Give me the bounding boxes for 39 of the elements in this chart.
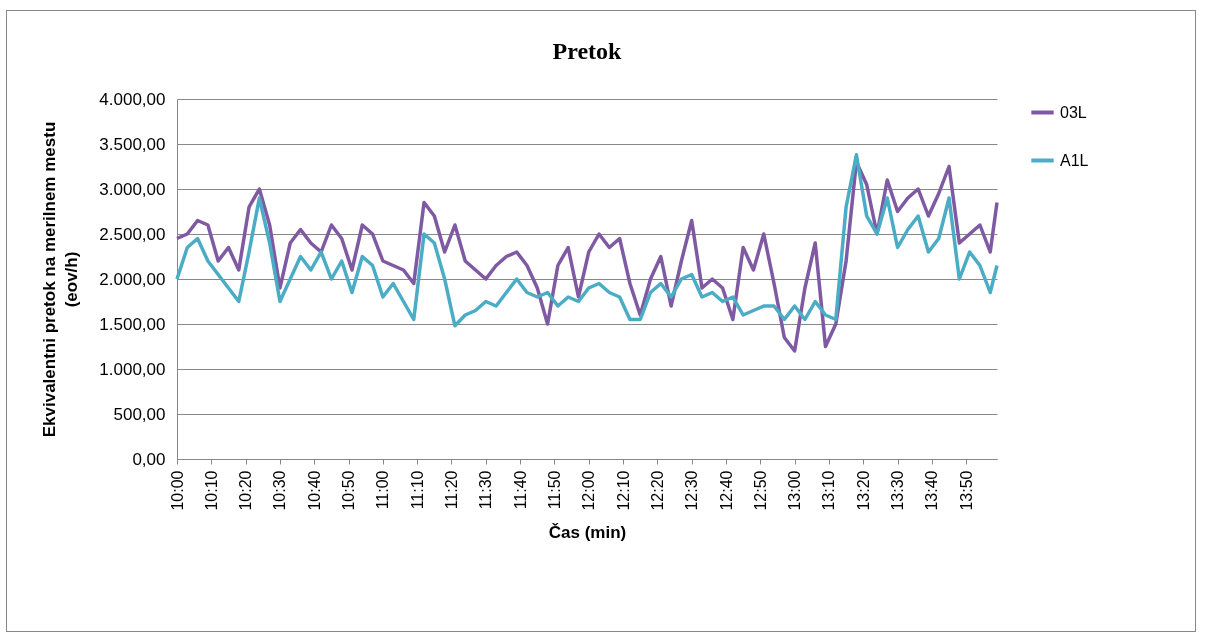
x-axis-title: Čas (min) bbox=[548, 522, 627, 542]
x-tick-label: 13:50 bbox=[957, 470, 975, 511]
x-tick-label: 12:00 bbox=[580, 470, 598, 511]
y-tick-label: 500,00 bbox=[113, 404, 166, 424]
y-tick-label: 2.500,00 bbox=[99, 224, 166, 244]
x-tick-label: 11:40 bbox=[511, 470, 529, 510]
y-tick-label: 4.000,00 bbox=[99, 89, 166, 109]
x-tick-label: 12:30 bbox=[683, 470, 701, 511]
y-tick-label: 0,00 bbox=[132, 449, 166, 469]
x-tick-label: 11:00 bbox=[374, 470, 392, 510]
x-tick-label: 12:50 bbox=[751, 470, 769, 511]
x-tick-label: 10:50 bbox=[340, 470, 358, 511]
x-tick-label: 13:30 bbox=[889, 470, 907, 511]
x-tick-label: 12:10 bbox=[614, 470, 632, 511]
x-tick-label: 13:00 bbox=[786, 470, 804, 511]
y-tick-label: 3.500,00 bbox=[99, 134, 166, 154]
x-tick-label: 13:10 bbox=[820, 470, 838, 511]
y-tick-label: 1.000,00 bbox=[99, 359, 166, 379]
legend-label: 03L bbox=[1060, 103, 1087, 121]
y-tick-label: 3.000,00 bbox=[99, 179, 166, 199]
legend-label: A1L bbox=[1060, 151, 1089, 169]
x-tick-label: 11:50 bbox=[545, 470, 563, 510]
y-axis-title: Ekvivalentni pretok na merilnem mestu (eov/h) bbox=[40, 121, 82, 438]
x-tick-label: 10:30 bbox=[271, 470, 289, 511]
x-tick-label: 13:40 bbox=[923, 470, 941, 511]
y-tick-label: 2.000,00 bbox=[99, 269, 166, 289]
line-series bbox=[175, 153, 999, 328]
x-tick-label: 10:10 bbox=[202, 470, 220, 511]
x-tick-label: 10:20 bbox=[237, 470, 255, 511]
x-tick-label: 11:20 bbox=[442, 470, 460, 510]
x-tick-label: 11:30 bbox=[477, 470, 495, 510]
x-tick-label: 12:40 bbox=[717, 470, 735, 511]
chart-title: Pretok bbox=[552, 38, 623, 64]
y-tick-label: 1.500,00 bbox=[99, 314, 166, 334]
x-tick-label: 13:20 bbox=[854, 470, 872, 511]
x-tick-label: 10:00 bbox=[168, 470, 186, 511]
x-tick-label: 11:10 bbox=[408, 470, 426, 510]
x-tick-label: 10:40 bbox=[305, 470, 323, 511]
x-tick-label: 12:20 bbox=[648, 470, 666, 511]
